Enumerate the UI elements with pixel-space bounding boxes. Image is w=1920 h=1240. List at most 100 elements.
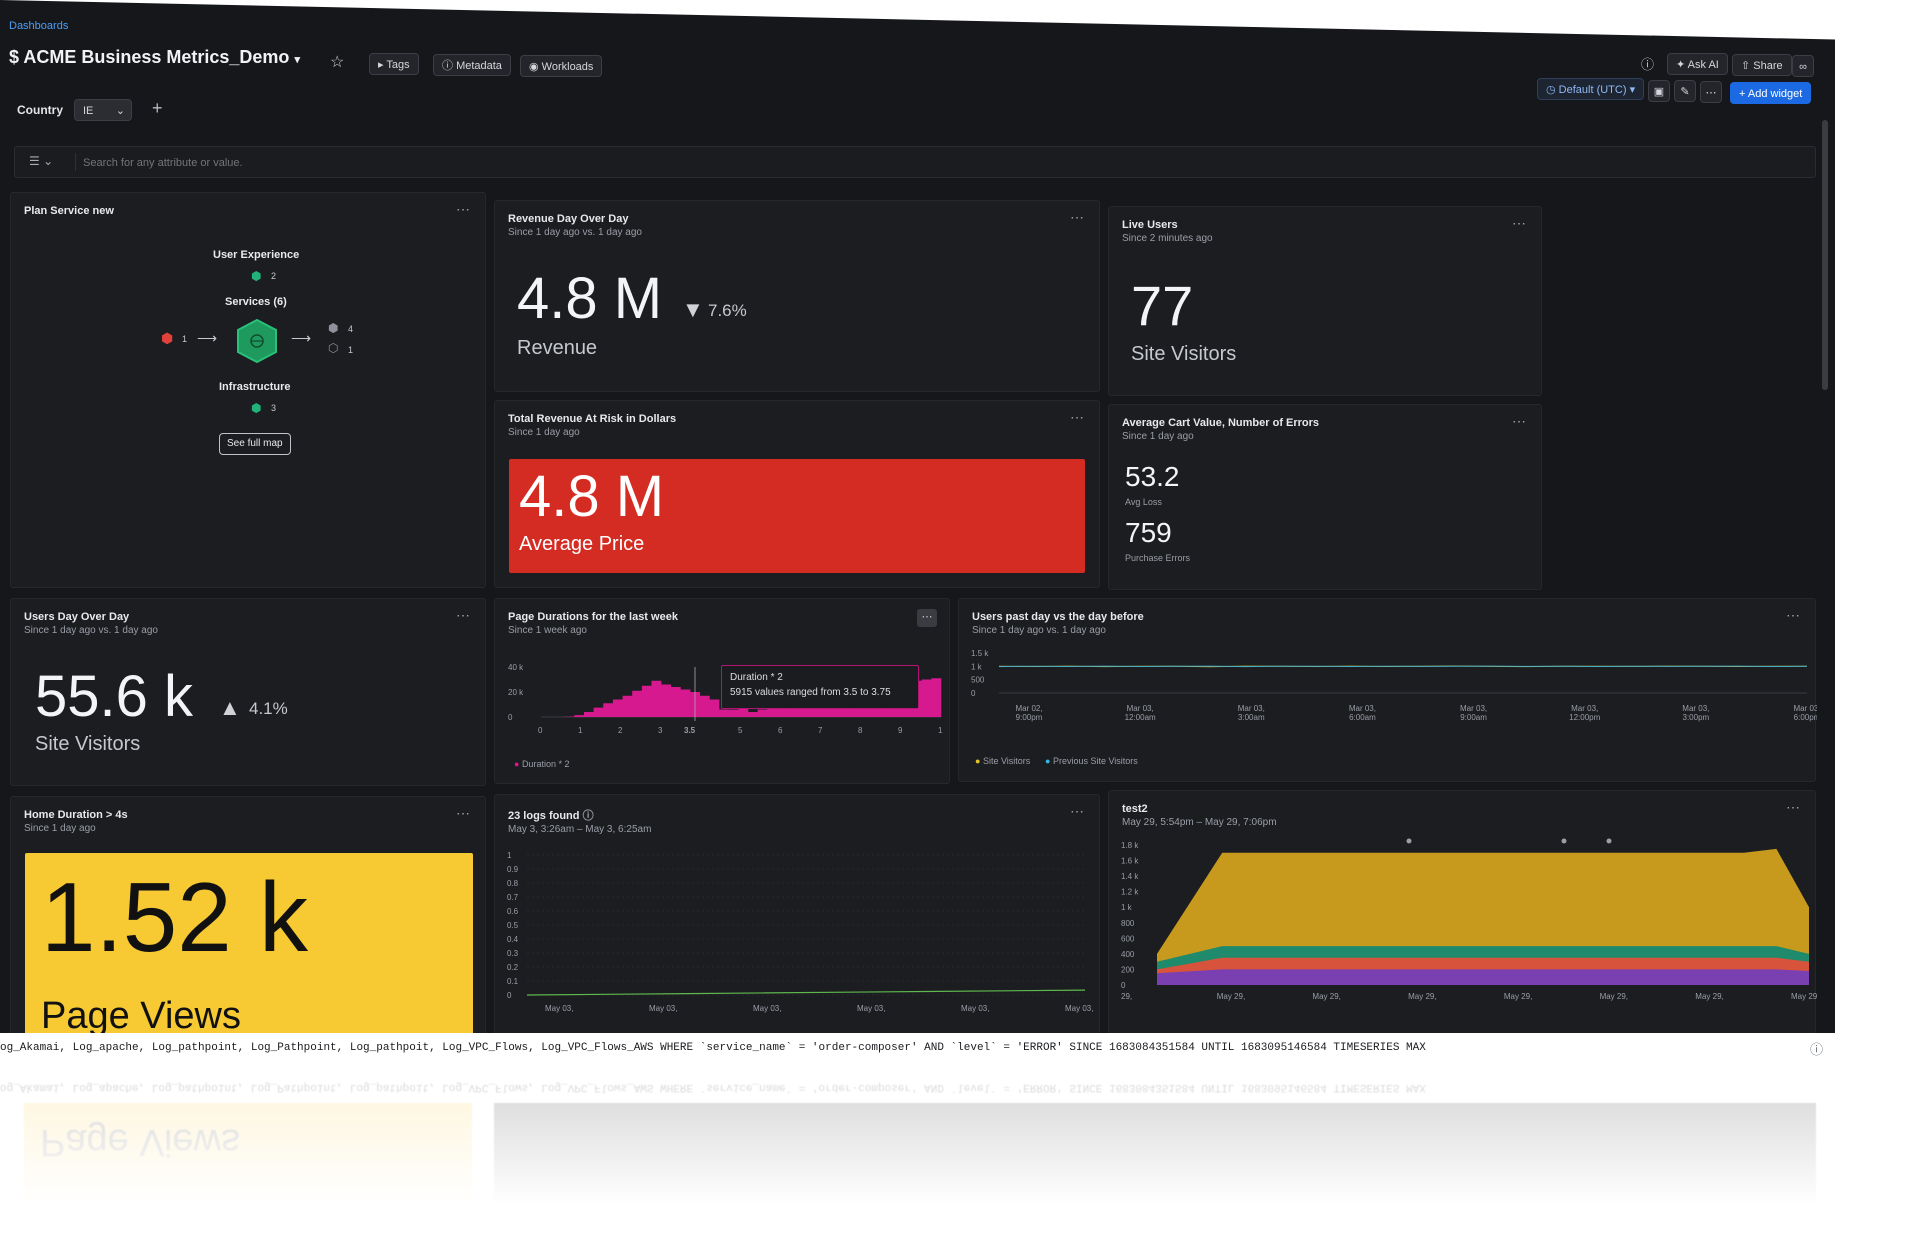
billboard-highlight: 1.52 k Page Views (25, 853, 473, 1040)
histogram-bar (748, 712, 758, 717)
more-icon[interactable]: ⋯ (456, 607, 471, 623)
service-hexagon-icon[interactable] (234, 318, 280, 364)
histogram-bar (757, 709, 768, 717)
x-tick-label: 3:00am (1238, 713, 1265, 722)
share-icon: ⇧ (1741, 60, 1754, 72)
help-icon[interactable]: ⓘ (1641, 57, 1655, 72)
x-tick-label: 0 (538, 726, 543, 735)
star-icon[interactable]: ☆ (330, 54, 345, 71)
chevron-down-icon: ▾ (1629, 84, 1636, 96)
histogram-bar (583, 712, 594, 717)
ask-ai-button[interactable]: ✦ Ask AI (1667, 53, 1728, 75)
link-button[interactable]: ∞ (1792, 55, 1814, 77)
share-label: Share (1753, 60, 1783, 72)
x-tick-label: May 03, (961, 1004, 989, 1013)
x-tick-label: May 29, (1695, 992, 1723, 1001)
panel-title: Total Revenue At Risk in Dollars (508, 413, 677, 425)
page-title-text: $ ACME Business Metrics_Demo (9, 47, 290, 67)
add-widget-button[interactable]: + Add widget (1730, 82, 1812, 104)
logs-title-text: 23 logs found (508, 810, 580, 822)
more-icon[interactable]: ⋯ (1786, 607, 1801, 623)
info-icon: ⓘ (442, 60, 457, 72)
edit-button[interactable]: ✎ (1674, 80, 1696, 102)
more-icon[interactable]: ⋯ (1512, 413, 1527, 429)
panel-title: Users past day vs the day before (972, 611, 1144, 623)
revenue-dod-panel: Revenue Day Over Day Since 1 day ago vs.… (494, 200, 1100, 392)
right-service-count-b: 1 (348, 345, 354, 355)
histogram-bar (921, 679, 932, 717)
filter-icon[interactable]: ☰ ⌄ (29, 154, 54, 168)
timezone-picker[interactable]: ◷ Default (UTC) ▾ (1537, 78, 1645, 100)
link-icon: ∞ (1799, 61, 1807, 73)
scrollbar-thumb[interactable] (1822, 120, 1828, 390)
x-tick-label: 1 (578, 726, 583, 735)
test2-chart[interactable]: 1.8 k 1.6 k 1.4 k 1.2 k 1 k 800 600 400 200 0 29, M… (1109, 835, 1817, 1015)
legend-item[interactable]: ● Previous Site Visitors (1045, 756, 1138, 766)
breadcrumb[interactable]: Dashboards (9, 20, 69, 32)
share-button[interactable]: ⇧ Share (1732, 54, 1792, 76)
avg-loss-label: Avg Loss (1125, 497, 1162, 507)
query-bar[interactable]: og_Akamai, Log_apache, Log_pathpoint, Lo… (0, 1033, 1835, 1063)
hexagon-icon: ⬢ (251, 401, 262, 415)
more-icon[interactable]: ⋯ (917, 609, 937, 627)
x-tick-label: 2 (618, 726, 623, 735)
info-icon[interactable]: ⓘ (582, 810, 594, 822)
more-icon[interactable]: ⋯ (1070, 409, 1085, 425)
more-icon[interactable]: ⋯ (1512, 215, 1527, 231)
legend-item[interactable]: ● Site Visitors (975, 756, 1030, 766)
panel-subtitle: Since 1 day ago (24, 823, 96, 834)
logs-chart[interactable]: 1 0.9 0.8 0.7 0.6 0.5 0.4 0.3 0.2 0.1 0 May 03, May … (495, 845, 1101, 1025)
chevron-down-icon: ⌄ (115, 105, 125, 117)
y-tick-label: 0.7 (507, 893, 519, 902)
x-tick-label: May 29, (1312, 992, 1340, 1001)
histogram-bar (931, 678, 942, 717)
add-filter-icon[interactable]: + (152, 98, 163, 118)
y-tick-label: 20 k (508, 688, 524, 697)
more-icon[interactable]: ⋯ (1070, 209, 1085, 225)
legend-label: Site Visitors (982, 756, 1031, 766)
live-users-panel: Live Users Since 2 minutes ago ⋯ 77 Site… (1108, 206, 1542, 396)
user-experience-count: 2 (271, 271, 277, 281)
page-title[interactable]: $ ACME Business Metrics_Demo ▾ (9, 47, 300, 68)
tv-mode-button[interactable]: ▣ (1648, 80, 1670, 102)
search-input[interactable] (81, 153, 1685, 173)
home-label: Page Views (41, 995, 241, 1037)
workloads-label: Workloads (541, 61, 594, 73)
more-icon[interactable]: ⋯ (456, 805, 471, 821)
country-select[interactable]: IE ⌄ (74, 99, 132, 121)
tags-button[interactable]: ▸ Tags (369, 53, 419, 75)
y-tick-label: 1.2 k (1121, 888, 1139, 897)
more-button[interactable]: ⋯ (1700, 81, 1722, 103)
trend-up-icon: ▲ (219, 695, 241, 720)
histogram-bar (738, 708, 749, 717)
ask-ai-label: Ask AI (1687, 59, 1719, 71)
info-icon[interactable]: ⓘ (1810, 1042, 1824, 1057)
more-icon[interactable]: ⋯ (456, 201, 471, 217)
scrollbar[interactable] (1820, 118, 1830, 998)
panel-subtitle: Since 1 day ago vs. 1 day ago (24, 625, 158, 636)
panel-title: Page Durations for the last week (508, 611, 678, 623)
y-tick-label: 1 k (971, 662, 983, 671)
y-tick-label: 0.5 (507, 921, 519, 930)
x-tick-label: Mar 02, (1015, 704, 1042, 713)
legend-item[interactable]: ● Duration * 2 (514, 759, 569, 769)
panel-subtitle: Since 1 day ago (1122, 431, 1194, 442)
metadata-button[interactable]: ⓘ Metadata (433, 54, 511, 76)
more-icon[interactable]: ⋯ (1786, 799, 1801, 815)
workloads-button[interactable]: ◉ Workloads (520, 55, 603, 77)
screen-reflection: og_Akamai, Log_apache, Log_pathpoint, Lo… (0, 1063, 1835, 1240)
histogram-bar (680, 689, 691, 717)
x-tick-label: Mar 03, (1793, 704, 1817, 713)
dashed-hexagon-icon: ⬡ (328, 341, 339, 355)
clock-icon: ◷ (1546, 84, 1559, 96)
histogram-bar (728, 709, 739, 717)
x-tick-label: May 29, (1600, 992, 1628, 1001)
chevron-down-icon[interactable]: ▾ (294, 54, 300, 66)
y-tick-label: 200 (1121, 965, 1135, 974)
see-full-map-button[interactable]: See full map (219, 433, 291, 455)
risk-label: Average Price (519, 533, 645, 555)
x-tick-label: 1 (938, 726, 943, 735)
search-bar[interactable]: ☰ ⌄ (14, 146, 1816, 178)
more-icon[interactable]: ⋯ (1070, 803, 1085, 819)
